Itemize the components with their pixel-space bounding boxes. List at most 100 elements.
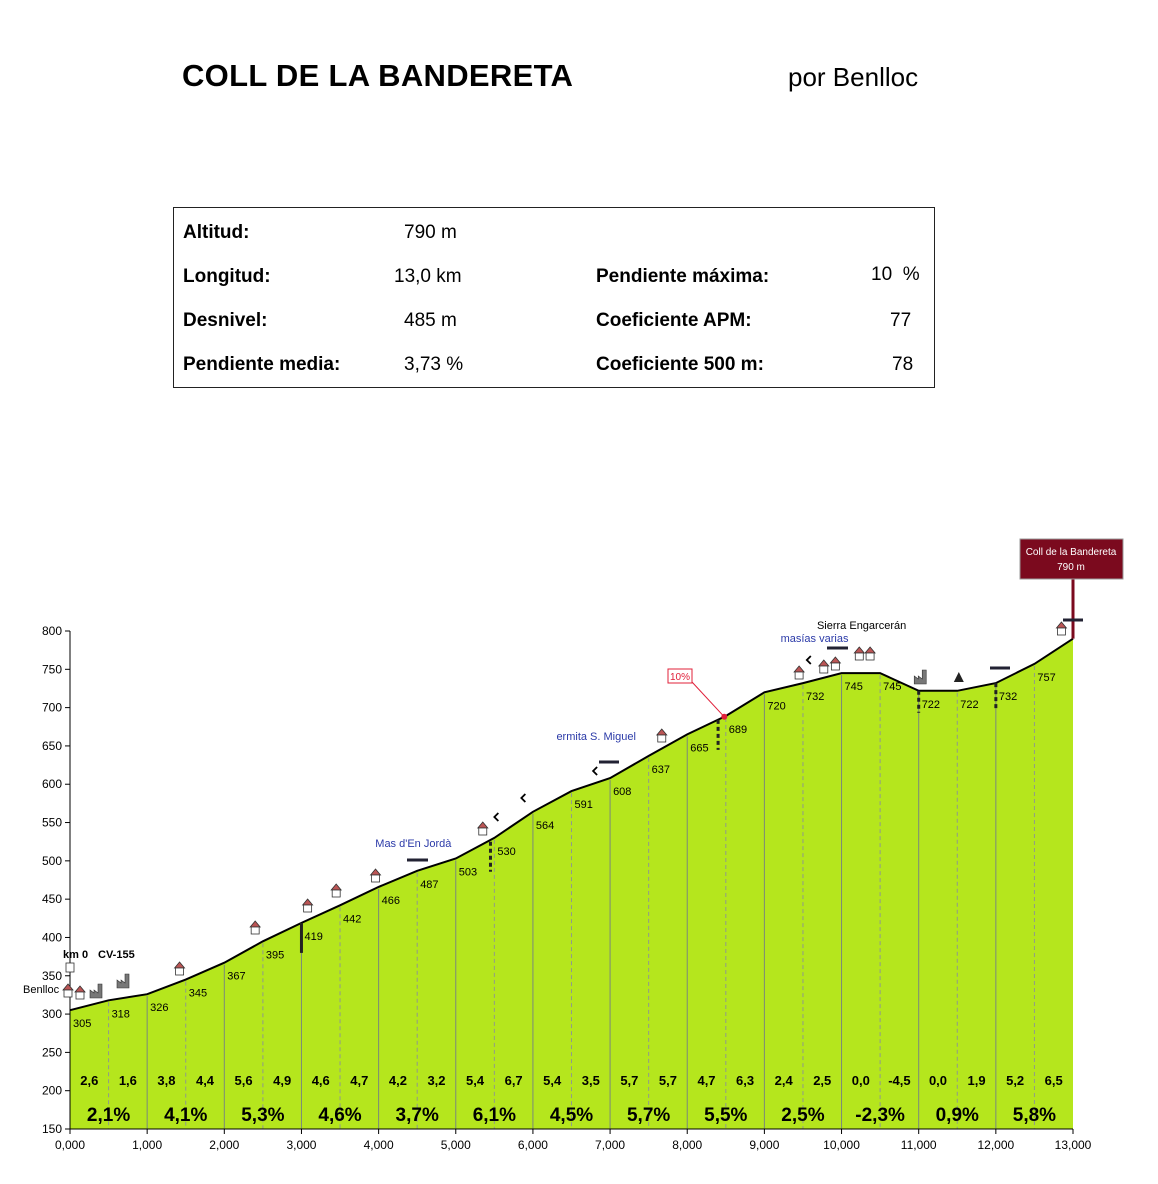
x-tick-label: 0,000 (55, 1138, 85, 1152)
half-km-grade-label: 5,2 (1006, 1073, 1024, 1088)
sierra-label: Sierra Engarcerán (817, 620, 906, 632)
altitude-point-label: 487 (420, 879, 438, 891)
altitude-point-label: 732 (999, 691, 1017, 703)
half-km-grade-label: 6,3 (736, 1073, 754, 1088)
house-icon (819, 665, 829, 674)
c500-value: 78 (892, 354, 914, 375)
half-km-grade-label: 5,4 (466, 1073, 485, 1088)
house-icon (854, 652, 864, 661)
stats-table: Altitud: 790 m Longitud: 13,0 km Desnive… (173, 207, 935, 388)
house-roof-icon (369, 868, 382, 876)
km-grade-label: 6,1% (473, 1105, 516, 1126)
x-tick-label: 10,000 (823, 1138, 860, 1152)
altitude-point-label: 745 (883, 681, 901, 693)
altitud-label: Altitud: (183, 222, 250, 243)
half-km-grade-label: -4,5 (888, 1073, 910, 1088)
factory-icon (913, 669, 927, 685)
altitude-point-label: 757 (1037, 672, 1055, 684)
y-tick-label: 600 (42, 777, 62, 791)
apm-label: Coeficiente APM: (596, 310, 752, 331)
y-tick-label: 700 (42, 701, 62, 715)
x-tick-label: 13,000 (1055, 1138, 1092, 1152)
altitude-point-label: 419 (304, 931, 322, 943)
road-label: CV-155 (98, 949, 135, 961)
summit-altitude-label: 790 m (1057, 562, 1085, 573)
x-tick-label: 12,000 (977, 1138, 1014, 1152)
pendiente-media-value: 3,73 % (404, 354, 464, 375)
house-icon (175, 967, 184, 976)
half-km-grade-label: 0,0 (852, 1073, 870, 1088)
altitude-point-label: 442 (343, 913, 361, 925)
house-icon (250, 926, 260, 935)
y-tick-label: 300 (42, 1007, 62, 1021)
author-label: por Benlloc (788, 62, 919, 92)
altitude-point-label: 689 (729, 724, 747, 736)
altitude-point-label: 503 (459, 867, 477, 879)
house-icon (63, 989, 73, 998)
house-icon (371, 874, 380, 883)
half-km-grade-label: 4,7 (350, 1073, 368, 1088)
house-roof-icon (829, 656, 842, 664)
house-icon (1057, 627, 1066, 636)
house-roof-icon (62, 983, 74, 991)
altitude-point-label: 530 (497, 846, 515, 858)
altitude-point-label: 395 (266, 949, 284, 961)
half-km-grade-label: 2,6 (80, 1073, 98, 1088)
house-roof-icon (655, 728, 668, 736)
longitud-value: 13,0 km (394, 266, 462, 287)
house-roof-icon (853, 646, 866, 654)
half-km-grade-label: 5,6 (235, 1073, 253, 1088)
house-icon (865, 652, 875, 661)
half-km-grade-label: 3,5 (582, 1073, 600, 1088)
house-roof-icon (793, 665, 805, 673)
half-km-grade-label: 2,4 (775, 1073, 794, 1088)
altitude-point-label: 305 (73, 1018, 91, 1030)
half-km-grade-label: 2,5 (813, 1073, 831, 1088)
c500-label: Coeficiente 500 m: (596, 354, 764, 375)
house-roof-icon (476, 821, 489, 829)
page-title: COLL DE LA BANDERETA (182, 58, 574, 93)
altitude-point-label: 722 (922, 699, 940, 711)
house-roof-icon (817, 659, 830, 667)
km-grade-label: 5,7% (627, 1105, 670, 1126)
turn-left-icon (805, 655, 812, 665)
house-icon (478, 827, 488, 836)
km-grade-label: 2,1% (87, 1105, 130, 1126)
x-tick-label: 2,000 (209, 1138, 239, 1152)
y-tick-label: 550 (42, 816, 62, 830)
house-roof-icon (173, 961, 186, 969)
altitude-point-label: 466 (382, 895, 400, 907)
max-grade-label: 10% (670, 672, 690, 683)
x-tick-label: 3,000 (286, 1138, 316, 1152)
summit-name-label: Coll de la Bandereta (1026, 547, 1117, 558)
km-grade-label: 3,7% (396, 1105, 439, 1126)
half-km-grade-label: 0,0 (929, 1073, 947, 1088)
masias-label: masías varias (781, 633, 849, 645)
altitude-point-label: 345 (189, 988, 207, 1000)
half-km-grade-label: 4,6 (312, 1073, 330, 1088)
km-grade-label: 5,3% (241, 1105, 284, 1126)
x-tick-label: 7,000 (595, 1138, 625, 1152)
altitude-point-label: 318 (112, 1008, 130, 1020)
summit-box (1019, 538, 1124, 580)
tree-icon (953, 672, 964, 682)
y-tick-label: 350 (42, 969, 62, 983)
start-km-label: km 0 (63, 949, 88, 961)
max-grade-point (721, 713, 728, 720)
altitude-point-label: 745 (845, 681, 863, 693)
y-tick-label: 800 (42, 624, 62, 638)
pendiente-maxima-label: Pendiente máxima: (596, 266, 770, 287)
km-grade-label: 2,5% (781, 1105, 824, 1126)
turn-left-icon (591, 766, 598, 776)
half-km-grade-label: 5,7 (620, 1073, 638, 1088)
y-tick-label: 750 (42, 662, 62, 676)
start-place-label: Benlloc (23, 984, 60, 996)
half-km-grade-label: 4,7 (697, 1073, 715, 1088)
half-km-grade-label: 5,4 (543, 1073, 562, 1088)
ermita-label: ermita S. Miguel (556, 731, 635, 743)
profile-line (69, 637, 1074, 1012)
y-tick-label: 200 (42, 1084, 62, 1098)
km-grade-label: 4,5% (550, 1105, 593, 1126)
y-tick-label: 500 (42, 854, 62, 868)
